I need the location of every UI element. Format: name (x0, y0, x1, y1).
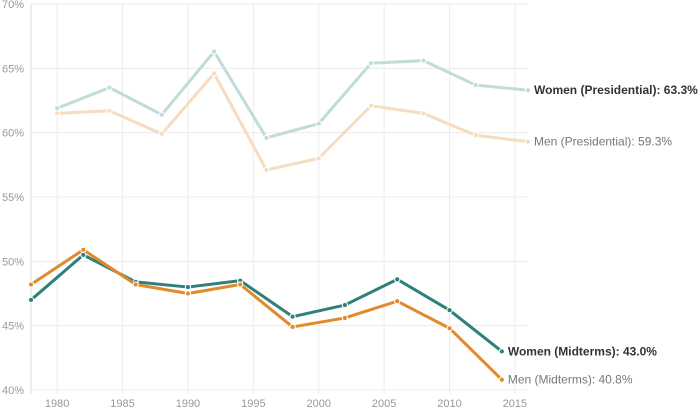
data-point (210, 48, 218, 55)
data-point (27, 296, 35, 304)
data-point (394, 276, 401, 283)
y-tick-label: 70% (2, 0, 24, 11)
axis-layer: 70% 65% 60% 55% 50% 45% 40% 1980 1985 1990 1995 200… (2, 0, 527, 408)
x-tick-label: 1980 (45, 398, 69, 408)
data-point (210, 70, 218, 77)
data-point (315, 120, 322, 127)
x-tick-label: 2005 (372, 398, 396, 408)
y-tick-label: 50% (2, 256, 24, 268)
data-point (498, 376, 505, 383)
series-line (55, 71, 530, 172)
x-tick-label: 2000 (306, 398, 330, 408)
series-women-midterms (27, 251, 505, 355)
label-layer: Women (Presidential): 63.3% Men (Presiden… (508, 83, 698, 387)
data-point (27, 281, 35, 288)
x-tick-label: 2015 (503, 398, 527, 408)
data-point (315, 155, 322, 162)
data-point (106, 107, 113, 114)
data-point (263, 166, 270, 174)
data-point (106, 84, 113, 91)
data-point (54, 110, 61, 117)
data-point (341, 301, 349, 309)
data-point (184, 290, 192, 297)
data-point (446, 307, 453, 314)
data-point (184, 283, 192, 291)
data-point (80, 246, 87, 253)
data-point (446, 325, 453, 332)
series-end-label: Women (Presidential): 63.3% (534, 83, 698, 97)
data-point (80, 251, 87, 259)
data-point (524, 87, 532, 94)
data-point (54, 105, 61, 112)
y-tick-label: 40% (2, 385, 24, 397)
x-tick-label: 2010 (437, 398, 461, 408)
series-line (29, 253, 504, 353)
data-point (158, 111, 165, 118)
data-point (367, 102, 375, 109)
series-men-midterms (27, 246, 505, 383)
y-tick-label: 65% (2, 63, 24, 75)
data-point (472, 81, 479, 89)
data-point (341, 314, 349, 322)
data-point (524, 138, 532, 145)
data-point (158, 130, 165, 138)
data-point (420, 57, 427, 64)
x-tick-label: 1990 (176, 398, 200, 408)
y-tick-label: 45% (2, 321, 24, 333)
series-end-label: Men (Presidential): 59.3% (534, 135, 672, 149)
series-end-label: Men (Midterms): 40.8% (508, 373, 633, 387)
series-end-label: Women (Midterms): 43.0% (508, 344, 657, 358)
grid-layer (31, 3, 528, 394)
data-point (498, 348, 505, 355)
data-point (289, 313, 296, 320)
series-men-presidential (54, 70, 532, 174)
series-layer (27, 48, 532, 383)
data-point (367, 60, 375, 67)
series-line (55, 50, 530, 140)
data-point (394, 298, 401, 305)
y-tick-label: 60% (2, 128, 24, 140)
y-tick-label: 55% (2, 192, 24, 204)
data-point (289, 323, 296, 331)
series-line (29, 248, 504, 382)
data-point (472, 132, 479, 139)
series-women-presidential (54, 48, 532, 141)
data-point (420, 110, 427, 117)
x-tick-label: 1995 (241, 398, 265, 408)
data-point (263, 134, 270, 141)
x-tick-label: 1985 (110, 398, 134, 408)
data-point (132, 281, 139, 288)
data-point (237, 281, 244, 288)
